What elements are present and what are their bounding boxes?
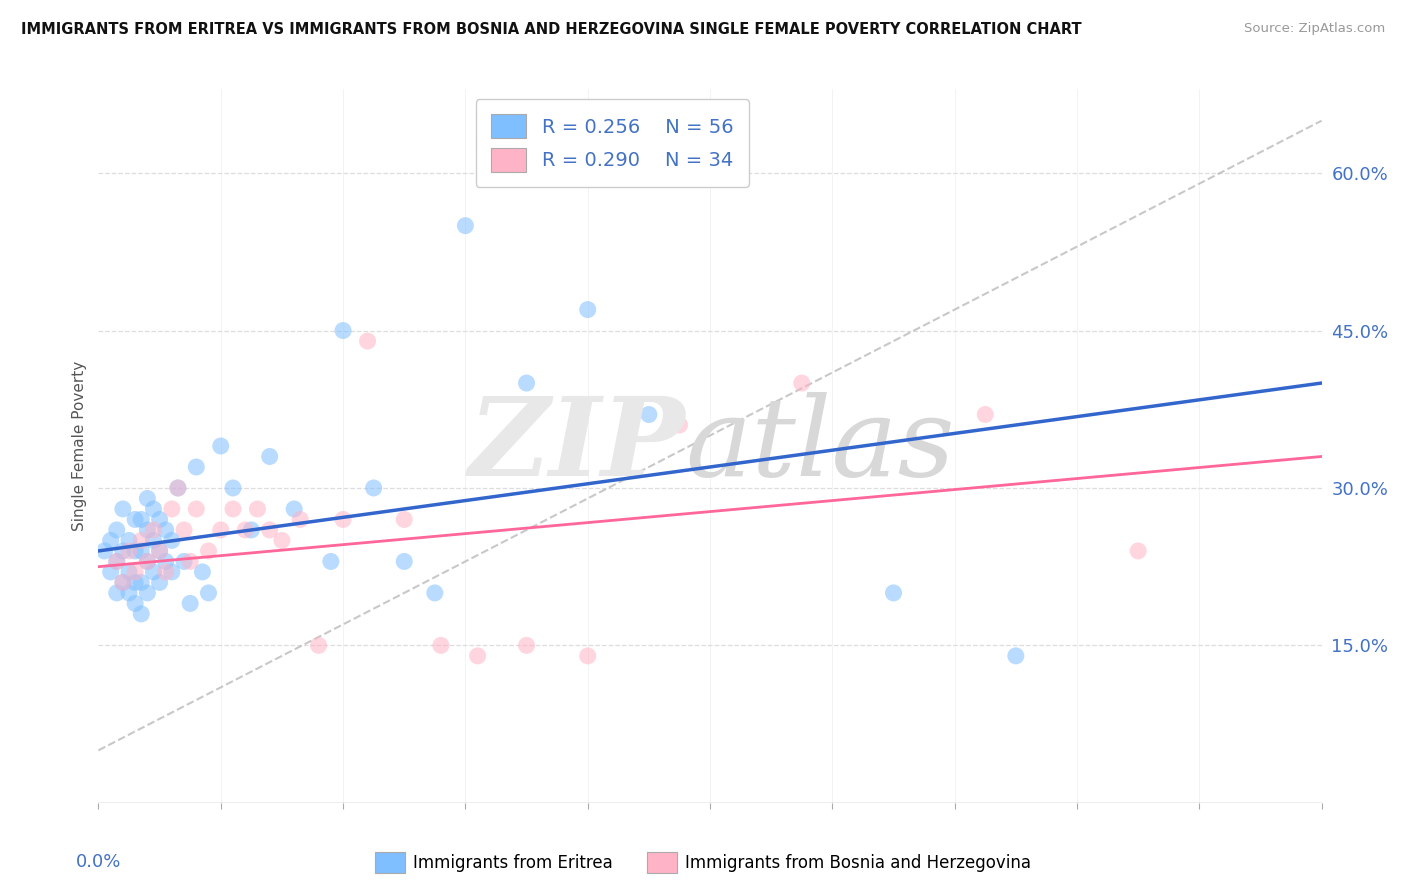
Point xyxy=(142,533,165,548)
Legend: Immigrants from Eritrea, Immigrants from Bosnia and Herzegovina: Immigrants from Eritrea, Immigrants from… xyxy=(368,846,1038,880)
Point xyxy=(105,554,128,568)
Point xyxy=(136,523,159,537)
Point xyxy=(118,586,141,600)
Point xyxy=(516,639,538,653)
Point xyxy=(392,554,416,568)
Point xyxy=(186,502,208,516)
Point xyxy=(283,502,305,516)
Point xyxy=(233,523,256,537)
Point xyxy=(105,586,128,600)
Point xyxy=(100,565,122,579)
Point xyxy=(270,533,292,548)
Point xyxy=(142,523,165,537)
Point xyxy=(1128,544,1150,558)
Text: IMMIGRANTS FROM ERITREA VS IMMIGRANTS FROM BOSNIA AND HERZEGOVINA SINGLE FEMALE : IMMIGRANTS FROM ERITREA VS IMMIGRANTS FR… xyxy=(21,22,1081,37)
Legend: R = 0.256    N = 56, R = 0.290    N = 34: R = 0.256 N = 56, R = 0.290 N = 34 xyxy=(475,99,749,187)
Point xyxy=(93,544,115,558)
Point xyxy=(883,586,905,600)
Point xyxy=(290,512,312,526)
Point xyxy=(136,491,159,506)
Point xyxy=(111,575,134,590)
Point xyxy=(516,376,538,390)
Point xyxy=(240,523,263,537)
Point xyxy=(149,544,172,558)
Point xyxy=(209,523,232,537)
Point xyxy=(668,417,690,432)
Point xyxy=(136,586,159,600)
Point xyxy=(209,439,232,453)
Point xyxy=(149,575,172,590)
Point xyxy=(319,554,342,568)
Point xyxy=(974,408,997,422)
Point xyxy=(160,533,183,548)
Point xyxy=(1004,648,1026,663)
Point xyxy=(246,502,269,516)
Point xyxy=(467,648,489,663)
Point xyxy=(129,512,152,526)
Point xyxy=(155,565,177,579)
Point xyxy=(392,512,416,526)
Point xyxy=(423,586,446,600)
Point xyxy=(111,544,134,558)
Point xyxy=(105,523,128,537)
Point xyxy=(149,544,172,558)
Point xyxy=(222,481,245,495)
Point xyxy=(191,565,214,579)
Point xyxy=(430,639,453,653)
Point xyxy=(118,533,141,548)
Point xyxy=(576,648,599,663)
Point xyxy=(124,544,146,558)
Point xyxy=(173,523,195,537)
Point xyxy=(332,512,354,526)
Point xyxy=(167,481,190,495)
Point xyxy=(155,554,177,568)
Point xyxy=(179,596,201,610)
Text: ZIP: ZIP xyxy=(470,392,686,500)
Point xyxy=(118,565,141,579)
Point xyxy=(454,219,477,233)
Point xyxy=(160,502,183,516)
Point xyxy=(136,554,159,568)
Point xyxy=(356,334,378,348)
Point xyxy=(124,565,146,579)
Text: Source: ZipAtlas.com: Source: ZipAtlas.com xyxy=(1244,22,1385,36)
Point xyxy=(173,554,195,568)
Y-axis label: Single Female Poverty: Single Female Poverty xyxy=(72,361,87,531)
Point xyxy=(259,450,281,464)
Point xyxy=(111,575,134,590)
Text: 0.0%: 0.0% xyxy=(76,853,121,871)
Point xyxy=(186,460,208,475)
Point xyxy=(790,376,813,390)
Point xyxy=(100,533,122,548)
Point xyxy=(197,544,219,558)
Point xyxy=(129,533,152,548)
Point xyxy=(129,607,152,621)
Point xyxy=(197,586,219,600)
Point xyxy=(160,565,183,579)
Point xyxy=(142,565,165,579)
Point xyxy=(124,596,146,610)
Point xyxy=(259,523,281,537)
Point xyxy=(155,523,177,537)
Point xyxy=(149,512,172,526)
Point xyxy=(637,408,661,422)
Point xyxy=(332,324,354,338)
Point xyxy=(576,302,599,317)
Point xyxy=(111,502,134,516)
Point xyxy=(363,481,385,495)
Point xyxy=(179,554,201,568)
Point xyxy=(124,512,146,526)
Point xyxy=(167,481,190,495)
Point xyxy=(129,544,152,558)
Point xyxy=(142,502,165,516)
Point xyxy=(308,639,330,653)
Point xyxy=(124,575,146,590)
Text: atlas: atlas xyxy=(686,392,955,500)
Point xyxy=(118,544,141,558)
Point xyxy=(129,575,152,590)
Point xyxy=(105,554,128,568)
Point xyxy=(136,554,159,568)
Point xyxy=(222,502,245,516)
